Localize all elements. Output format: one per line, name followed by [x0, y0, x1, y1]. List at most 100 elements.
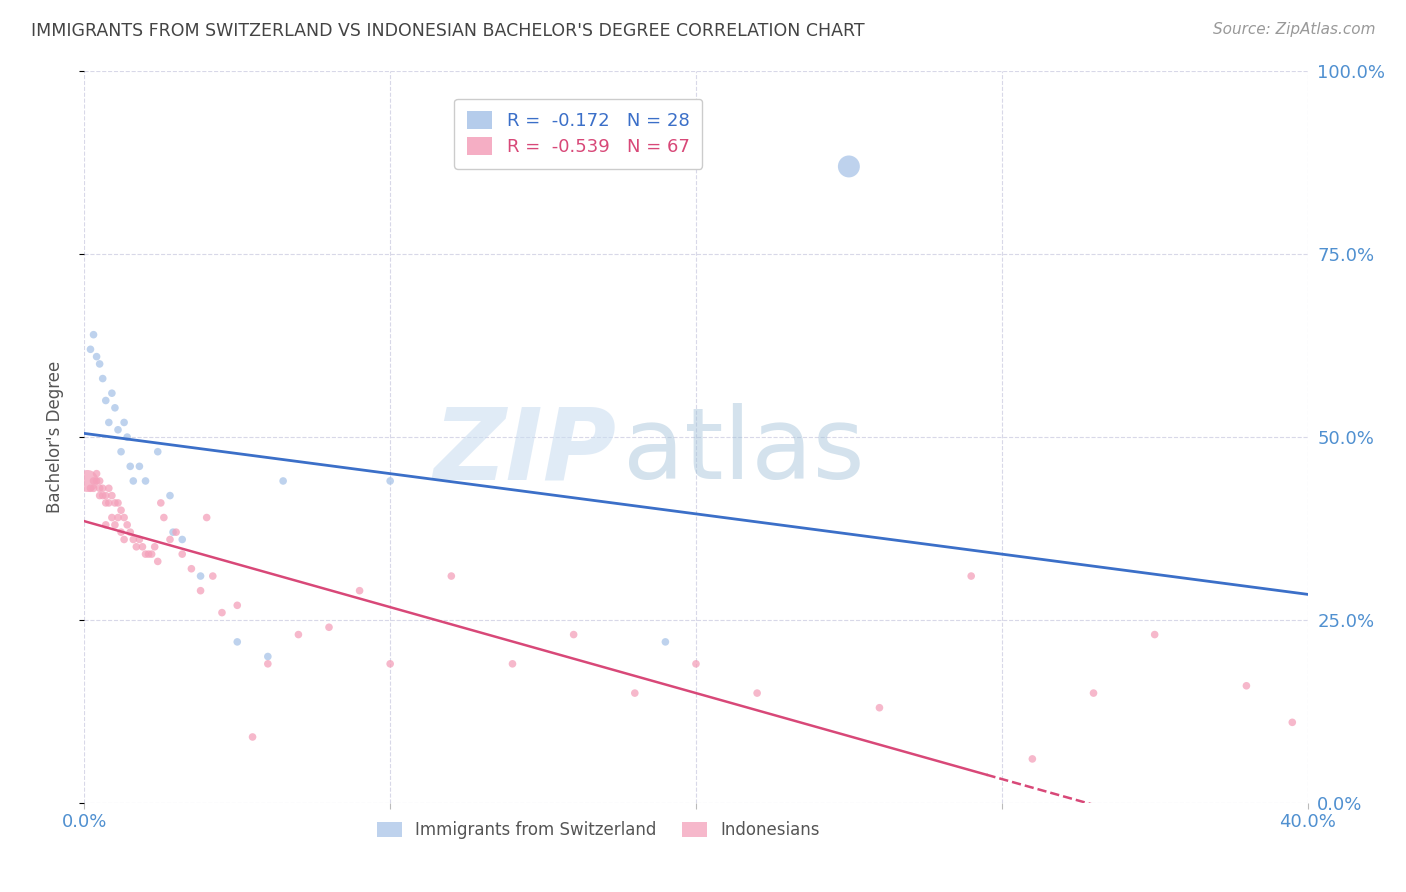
Point [159, 533, 181, 547]
Point [960, 569, 983, 583]
Point [242, 730, 264, 744]
Point [1236, 679, 1258, 693]
Point [94, 496, 117, 510]
Point [125, 540, 148, 554]
Point [89, 489, 111, 503]
Point [138, 547, 160, 561]
Point [91, 489, 114, 503]
Point [502, 657, 524, 671]
Point [257, 649, 280, 664]
Point [83, 327, 105, 342]
Point [128, 459, 150, 474]
Point [141, 547, 163, 561]
Point [211, 606, 233, 620]
Point [115, 430, 138, 444]
Point [94, 489, 117, 503]
Point [143, 540, 166, 554]
Point [349, 583, 371, 598]
Point [226, 635, 249, 649]
Point [380, 474, 402, 488]
Point [76, 474, 98, 488]
Point [79, 481, 101, 495]
Point [128, 533, 150, 547]
Point [86, 474, 108, 488]
Point [380, 657, 402, 671]
Point [149, 496, 172, 510]
Point [101, 386, 124, 401]
Point [271, 474, 294, 488]
Point [747, 686, 769, 700]
Point [97, 481, 120, 495]
Point [172, 533, 194, 547]
Point [91, 481, 114, 495]
Point [83, 474, 105, 488]
Text: ZIP: ZIP [433, 403, 616, 500]
Point [115, 517, 138, 532]
Point [869, 700, 891, 714]
Point [838, 160, 860, 174]
Point [162, 525, 184, 540]
Point [201, 569, 224, 583]
Point [79, 343, 101, 357]
Point [104, 496, 127, 510]
Point [89, 474, 111, 488]
Point [101, 510, 124, 524]
Text: atlas: atlas [623, 403, 865, 500]
Y-axis label: Bachelor's Degree: Bachelor's Degree [45, 361, 63, 513]
Point [685, 657, 707, 671]
Point [94, 393, 117, 408]
Text: Source: ZipAtlas.com: Source: ZipAtlas.com [1212, 22, 1375, 37]
Point [101, 489, 124, 503]
Point [624, 686, 647, 700]
Point [83, 481, 105, 495]
Point [172, 547, 194, 561]
Point [226, 599, 249, 613]
Point [110, 525, 132, 540]
Point [153, 510, 176, 524]
Point [146, 554, 169, 568]
Point [107, 423, 129, 437]
Point [107, 496, 129, 510]
Point [135, 474, 157, 488]
Point [120, 525, 142, 540]
Point [89, 481, 111, 495]
Point [180, 562, 202, 576]
Point [104, 401, 127, 415]
Legend: Immigrants from Switzerland, Indonesians: Immigrants from Switzerland, Indonesians [370, 814, 827, 846]
Point [120, 459, 142, 474]
Point [110, 444, 132, 458]
Point [165, 525, 187, 540]
Point [97, 496, 120, 510]
Point [146, 444, 169, 458]
Point [195, 510, 218, 524]
Point [131, 540, 153, 554]
Point [91, 371, 114, 385]
Point [190, 569, 212, 583]
Point [122, 533, 145, 547]
Point [654, 635, 676, 649]
Point [287, 627, 309, 641]
Text: IMMIGRANTS FROM SWITZERLAND VS INDONESIAN BACHELOR'S DEGREE CORRELATION CHART: IMMIGRANTS FROM SWITZERLAND VS INDONESIA… [31, 22, 865, 40]
Point [122, 474, 145, 488]
Point [1021, 752, 1043, 766]
Point [318, 620, 340, 634]
Point [112, 510, 135, 524]
Point [1083, 686, 1105, 700]
Point [1143, 627, 1166, 641]
Point [159, 489, 181, 503]
Point [104, 517, 127, 532]
Point [112, 416, 135, 430]
Point [86, 467, 108, 481]
Point [110, 503, 132, 517]
Point [440, 569, 463, 583]
Point [112, 533, 135, 547]
Point [94, 517, 117, 532]
Point [562, 627, 585, 641]
Point [97, 416, 120, 430]
Point [190, 583, 212, 598]
Point [86, 350, 108, 364]
Point [1281, 715, 1303, 730]
Point [257, 657, 280, 671]
Point [89, 357, 111, 371]
Point [135, 547, 157, 561]
